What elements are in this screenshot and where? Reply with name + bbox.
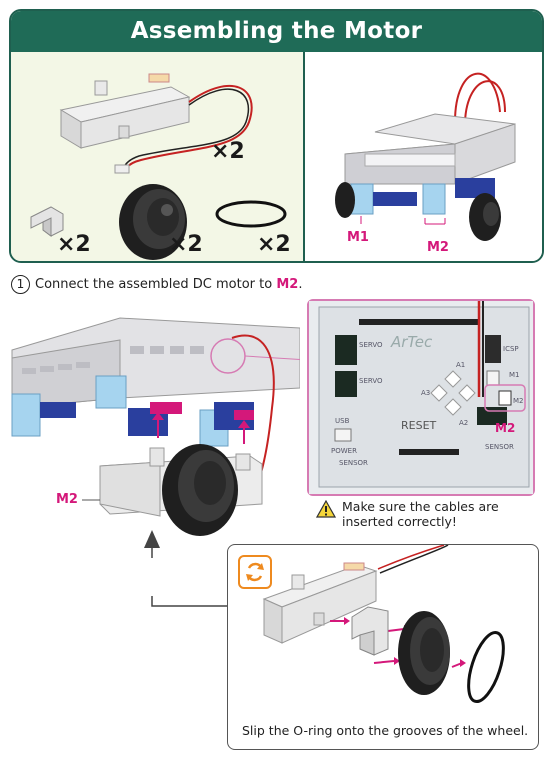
rotate-icon — [238, 555, 272, 589]
board-servo-top: SERVO — [359, 341, 383, 349]
parts-illustration — [30, 73, 287, 260]
board-power: POWER — [331, 447, 357, 455]
board-icsp: ICSP — [503, 345, 519, 353]
board-sensor-left: SENSOR — [339, 459, 368, 467]
wheel-part — [119, 184, 187, 260]
board-m2-label: M2 — [495, 421, 516, 435]
board-closeup: ArTec RESET M2 SERVO SERVO A1 A3 A2 SENS… — [307, 299, 535, 496]
step-text: Connect the assembled DC motor to M2. — [35, 277, 302, 292]
connector-line — [151, 596, 228, 607]
wheel-caption: Slip the O-ring onto the grooves of the … — [242, 723, 529, 738]
board-logo: ArTec — [391, 333, 433, 351]
assembly-illustration — [11, 317, 300, 558]
wheel-assembly-box: Slip the O-ring onto the grooves of the … — [227, 544, 539, 750]
board-m2-small: M2 — [513, 397, 524, 405]
parts-box: Assembling the Motor — [9, 9, 544, 263]
step-number: 1 — [11, 275, 30, 294]
board-usb: USB — [335, 417, 350, 425]
bracket-quantity: ×2 — [57, 232, 91, 257]
warning-text: Make sure the cables are inserted correc… — [342, 499, 499, 529]
dc-motor-part — [59, 73, 253, 174]
page-title: Assembling the Motor — [11, 11, 542, 52]
wheel-assembly-illustration — [262, 545, 505, 704]
step-text-before: Connect the assembled DC motor to — [35, 277, 277, 292]
robot-preview: M1 M2 — [303, 52, 542, 261]
robot-illustration — [335, 72, 516, 241]
step-instruction: 1 Connect the assembled DC motor to M2. — [11, 275, 302, 294]
board-a1: A1 — [456, 361, 466, 369]
board-m1: M1 — [509, 371, 520, 379]
step-text-after: . — [298, 277, 303, 292]
motor-quantity: ×2 — [211, 139, 245, 164]
board-servo-mid: SERVO — [359, 377, 383, 385]
bracket-part — [30, 206, 64, 237]
board-a2: A2 — [459, 419, 469, 427]
board-reset-label: RESET — [401, 419, 437, 432]
assembly-m2-label: M2 — [56, 492, 78, 507]
board-illustration — [309, 301, 533, 494]
robot-m1-label: M1 — [347, 230, 369, 245]
parts-list: ×2 ×2 ×2 ×2 — [11, 52, 303, 261]
step-port: M2 — [276, 277, 299, 292]
board-a3: A3 — [421, 389, 431, 397]
o-ring-part — [215, 200, 287, 228]
robot-m2-label: M2 — [427, 240, 449, 255]
wheel-quantity: ×2 — [169, 232, 203, 257]
board-sensor-right: SENSOR — [485, 443, 514, 451]
warning-icon — [316, 500, 336, 518]
o-ring-quantity: ×2 — [257, 232, 291, 257]
